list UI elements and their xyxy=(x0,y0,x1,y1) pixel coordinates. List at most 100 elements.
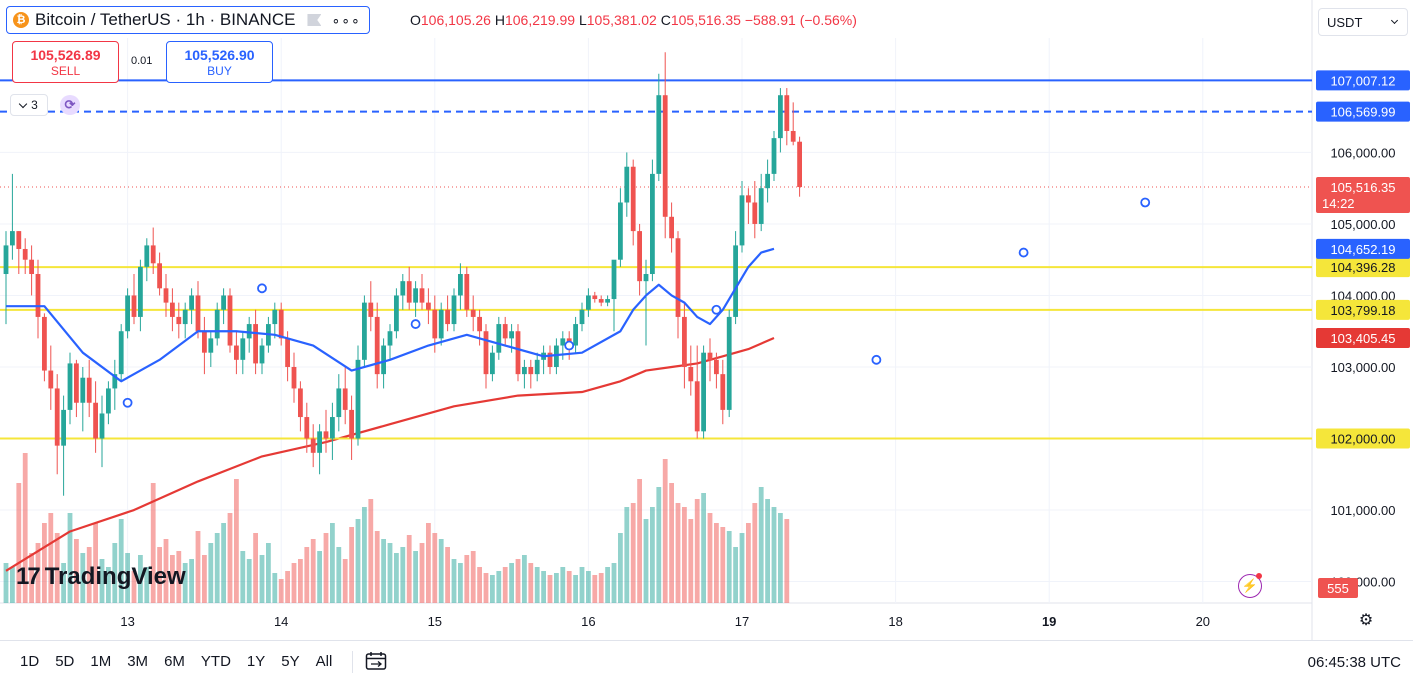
candle-body xyxy=(246,324,252,339)
volume-bar xyxy=(739,533,745,603)
timeframe-all[interactable]: All xyxy=(315,653,333,670)
countdown-label: 14:22 xyxy=(1322,196,1355,211)
volume-bar xyxy=(694,499,700,603)
indicators-toggle[interactable]: 3 xyxy=(10,94,48,116)
signal-marker xyxy=(1018,247,1029,258)
candle-body xyxy=(682,316,687,367)
volume-bar xyxy=(310,539,316,603)
volume-bar xyxy=(630,503,636,603)
volume-bar xyxy=(547,575,553,603)
tradingview-logo[interactable]: 17 TradingView xyxy=(16,563,186,591)
buy-button[interactable]: 105,526.90 BUY xyxy=(166,41,273,83)
volume-bar xyxy=(592,575,598,603)
candle-body xyxy=(515,331,521,375)
volume-bar xyxy=(560,567,566,603)
symbol-title: Bitcoin / TetherUS · 1h · BINANCE xyxy=(35,10,296,29)
volume-bar xyxy=(61,563,66,603)
timeframe-3m[interactable]: 3M xyxy=(127,653,149,670)
volume-bar xyxy=(163,539,169,603)
volume-bar xyxy=(144,567,150,603)
candle-body xyxy=(637,231,642,282)
timeframe-1y[interactable]: 1Y xyxy=(246,653,266,670)
candle-body xyxy=(278,309,284,339)
sell-price: 105,526.89 xyxy=(30,47,101,63)
volume-bar xyxy=(387,543,393,603)
volume-bar xyxy=(67,513,73,603)
symbol-selector[interactable]: ₿ Bitcoin / TetherUS · 1h · BINANCE ∘∘∘ xyxy=(6,6,370,34)
currency-selector[interactable]: USDT xyxy=(1318,8,1408,36)
timeframe-5d[interactable]: 5D xyxy=(55,653,75,670)
signal-marker xyxy=(122,397,133,408)
volume-bar xyxy=(240,551,246,603)
sell-button[interactable]: 105,526.89 SELL xyxy=(12,41,119,83)
volume-bar xyxy=(637,479,642,603)
more-icon[interactable]: ∘∘∘ xyxy=(331,11,361,28)
candle-body xyxy=(214,309,220,339)
volume-tag-label: 555 xyxy=(1327,581,1349,596)
volume-bar xyxy=(208,543,214,603)
volume-bar xyxy=(400,547,406,603)
signal-marker xyxy=(257,283,267,294)
volume-bar xyxy=(496,571,502,603)
candle-body xyxy=(534,359,540,375)
signal-marker xyxy=(711,304,722,315)
volume-bar xyxy=(458,563,463,603)
candle-body xyxy=(451,295,457,325)
flag-icon[interactable] xyxy=(307,14,322,26)
candle-body xyxy=(432,309,438,339)
volume-bar xyxy=(259,555,265,603)
timeframe-5y[interactable]: 5Y xyxy=(281,653,300,670)
timeframe-1m[interactable]: 1M xyxy=(90,653,112,670)
candle-body xyxy=(253,324,258,364)
tradingview-wordmark: TradingView xyxy=(44,563,186,590)
price-tag-label: 102,000.00 xyxy=(1330,432,1395,447)
volume-bar xyxy=(662,459,668,603)
candle-body xyxy=(406,281,412,303)
candle-body xyxy=(291,366,297,389)
candle-body xyxy=(771,138,777,174)
candle-body xyxy=(125,295,130,332)
candle-body xyxy=(138,266,143,317)
candle-body xyxy=(426,302,431,310)
bitcoin-icon: ₿ xyxy=(13,12,29,28)
sync-icon[interactable]: ⟳ xyxy=(60,95,80,115)
sell-label: SELL xyxy=(50,64,81,78)
candle-body xyxy=(330,417,335,439)
candle-body xyxy=(61,409,66,446)
price-chart[interactable]: 106,000.00 105,000.00 104,000.00 103,000.00… xyxy=(0,0,1413,640)
timeframe-1d[interactable]: 1D xyxy=(20,653,40,670)
candle-body xyxy=(502,324,508,339)
change-value: −588.91 (−0.56%) xyxy=(744,12,857,28)
volume-bar xyxy=(16,483,22,603)
candle-body xyxy=(598,299,604,303)
volume-bar xyxy=(246,559,252,603)
volume-bar xyxy=(272,573,278,603)
candle-body xyxy=(240,338,246,360)
y-tick-label: 104,000.00 xyxy=(1330,288,1395,303)
volume-bar xyxy=(48,513,54,603)
timeframe-6m[interactable]: 6M xyxy=(164,653,185,670)
volume-bar xyxy=(598,573,604,603)
volume-bar xyxy=(323,533,329,603)
volume-bar xyxy=(554,573,559,603)
volume-bar xyxy=(29,553,34,603)
volume-bar xyxy=(22,453,28,603)
gear-icon[interactable]: ⚙ xyxy=(1358,612,1374,629)
utc-clock[interactable]: 06:45:38 UTC xyxy=(1307,654,1401,671)
candle-body xyxy=(490,352,495,375)
volume-bar xyxy=(266,543,271,603)
candle-body xyxy=(650,173,655,275)
candle-body xyxy=(112,374,118,389)
volume-bar xyxy=(515,559,521,603)
candle-body xyxy=(656,95,662,174)
calendar-range-icon[interactable] xyxy=(365,651,387,671)
x-tick-label: 19 xyxy=(1042,614,1056,629)
candle-body xyxy=(464,274,470,310)
volume-bar xyxy=(362,507,367,603)
candle-body xyxy=(483,331,489,375)
timeframe-ytd[interactable]: YTD xyxy=(200,653,231,670)
volume-bar xyxy=(445,547,450,603)
candle-body xyxy=(470,309,476,317)
open-value: 106,105.26 xyxy=(420,12,491,28)
candle-body xyxy=(624,166,630,203)
